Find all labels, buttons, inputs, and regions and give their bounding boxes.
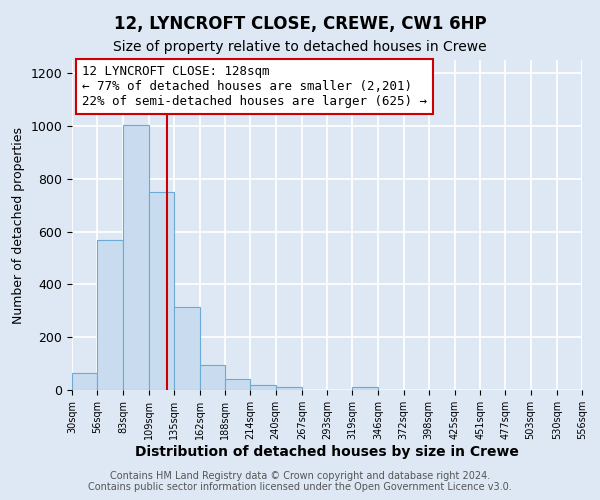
Bar [174,307,200,390]
Text: Contains HM Land Registry data © Crown copyright and database right 2024.
Contai: Contains HM Land Registry data © Crown c… [88,471,512,492]
Bar [149,192,174,390]
Bar [124,124,149,390]
Text: 12 LYNCROFT CLOSE: 128sqm
← 77% of detached houses are smaller (2,201)
22% of se: 12 LYNCROFT CLOSE: 128sqm ← 77% of detac… [82,65,427,108]
Bar [250,384,275,390]
Text: 12, LYNCROFT CLOSE, CREWE, CW1 6HP: 12, LYNCROFT CLOSE, CREWE, CW1 6HP [113,15,487,33]
Bar [225,380,250,390]
Text: Size of property relative to detached houses in Crewe: Size of property relative to detached ho… [113,40,487,54]
Bar [72,373,97,390]
Bar [275,388,302,390]
Bar [97,240,124,390]
Y-axis label: Number of detached properties: Number of detached properties [12,126,25,324]
X-axis label: Distribution of detached houses by size in Crewe: Distribution of detached houses by size … [135,444,519,458]
Bar [200,365,225,390]
Bar [352,388,379,390]
